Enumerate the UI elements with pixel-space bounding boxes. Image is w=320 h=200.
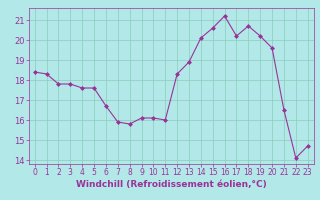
X-axis label: Windchill (Refroidissement éolien,°C): Windchill (Refroidissement éolien,°C) [76,180,267,189]
